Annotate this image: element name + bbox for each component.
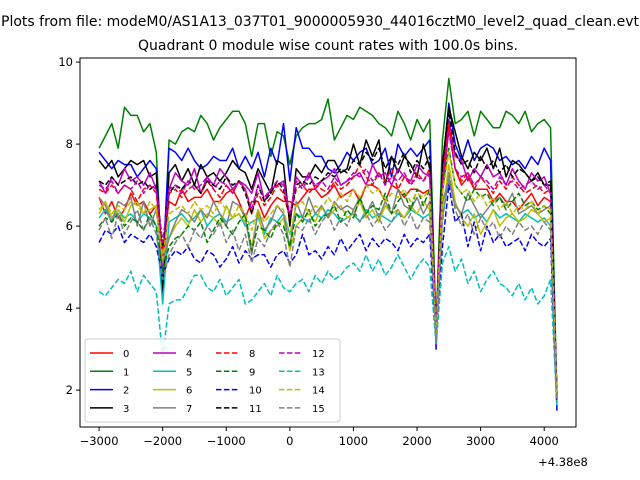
legend-label-12: 12 xyxy=(312,349,325,360)
x-tick-label: −2000 xyxy=(143,434,182,448)
y-tick-label: 10 xyxy=(58,55,73,69)
legend-label-3: 3 xyxy=(123,404,129,415)
x-tick-label: 1000 xyxy=(339,434,368,448)
x-tick-label: −3000 xyxy=(80,434,119,448)
x-tick-label: −1000 xyxy=(207,434,246,448)
legend-label-4: 4 xyxy=(186,349,192,360)
series-line-13 xyxy=(98,245,558,407)
legend-frame xyxy=(84,338,341,423)
series-line-2 xyxy=(98,102,558,411)
y-tick-label: 6 xyxy=(66,219,73,233)
x-axis: −3000 −2000 −1000 0 1000 2000 3000 4000 xyxy=(80,427,559,448)
legend-label-2: 2 xyxy=(123,386,129,397)
figure-suptitle: Plots from file: modeM0/AS1A13_037T01_90… xyxy=(1,14,639,30)
x-tick-label: 0 xyxy=(286,434,293,448)
series-line-3 xyxy=(98,106,558,399)
series-line-8 xyxy=(98,122,558,395)
legend-label-9: 9 xyxy=(249,367,255,378)
series-line-10 xyxy=(98,184,558,407)
series-line-1 xyxy=(98,77,558,399)
series-line-12 xyxy=(98,131,558,395)
legend-label-15: 15 xyxy=(312,404,325,415)
series-layer xyxy=(98,77,558,411)
x-axis-offset-label: +4.38e8 xyxy=(538,455,588,469)
y-axis: 2 4 6 8 10 xyxy=(58,55,80,397)
legend-label-7: 7 xyxy=(186,404,192,415)
x-tick-label: 4000 xyxy=(530,434,559,448)
chart-title: Quadrant 0 module wise count rates with … xyxy=(138,38,518,54)
legend-label-1: 1 xyxy=(123,367,129,378)
plot-frame xyxy=(79,57,577,428)
legend-label-6: 6 xyxy=(186,386,192,397)
legend-label-5: 5 xyxy=(186,367,192,378)
legend-label-11: 11 xyxy=(249,404,262,415)
legend-label-8: 8 xyxy=(249,349,255,360)
series-line-5 xyxy=(98,176,558,407)
series-line-11 xyxy=(98,110,558,395)
legend-label-10: 10 xyxy=(249,386,262,397)
y-tick-label: 2 xyxy=(66,383,73,397)
y-tick-label: 8 xyxy=(66,137,73,151)
legend-label-14: 14 xyxy=(312,386,325,397)
y-tick-label: 4 xyxy=(66,301,73,315)
legend-label-0: 0 xyxy=(123,349,129,360)
legend-label-13: 13 xyxy=(312,367,325,378)
x-tick-label: 3000 xyxy=(466,434,495,448)
x-tick-label: 2000 xyxy=(402,434,431,448)
series-line-15 xyxy=(98,172,558,403)
